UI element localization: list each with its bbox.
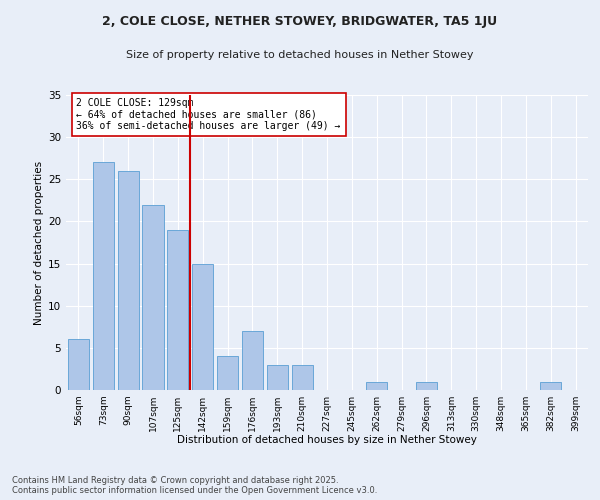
Bar [267,364,288,390]
Bar [242,331,263,390]
X-axis label: Distribution of detached houses by size in Nether Stowey: Distribution of detached houses by size … [177,436,477,446]
Bar [192,264,213,390]
Bar [93,162,114,390]
Bar [142,204,164,390]
Text: 2, COLE CLOSE, NETHER STOWEY, BRIDGWATER, TA5 1JU: 2, COLE CLOSE, NETHER STOWEY, BRIDGWATER… [103,15,497,28]
Bar [217,356,238,390]
Text: 2 COLE CLOSE: 129sqm
← 64% of detached houses are smaller (86)
36% of semi-detac: 2 COLE CLOSE: 129sqm ← 64% of detached h… [76,98,341,131]
Bar [118,171,139,390]
Bar [416,382,437,390]
Y-axis label: Number of detached properties: Number of detached properties [34,160,44,324]
Bar [292,364,313,390]
Bar [167,230,188,390]
Bar [68,340,89,390]
Text: Size of property relative to detached houses in Nether Stowey: Size of property relative to detached ho… [126,50,474,60]
Bar [540,382,561,390]
Text: Contains HM Land Registry data © Crown copyright and database right 2025.
Contai: Contains HM Land Registry data © Crown c… [12,476,377,495]
Bar [366,382,387,390]
